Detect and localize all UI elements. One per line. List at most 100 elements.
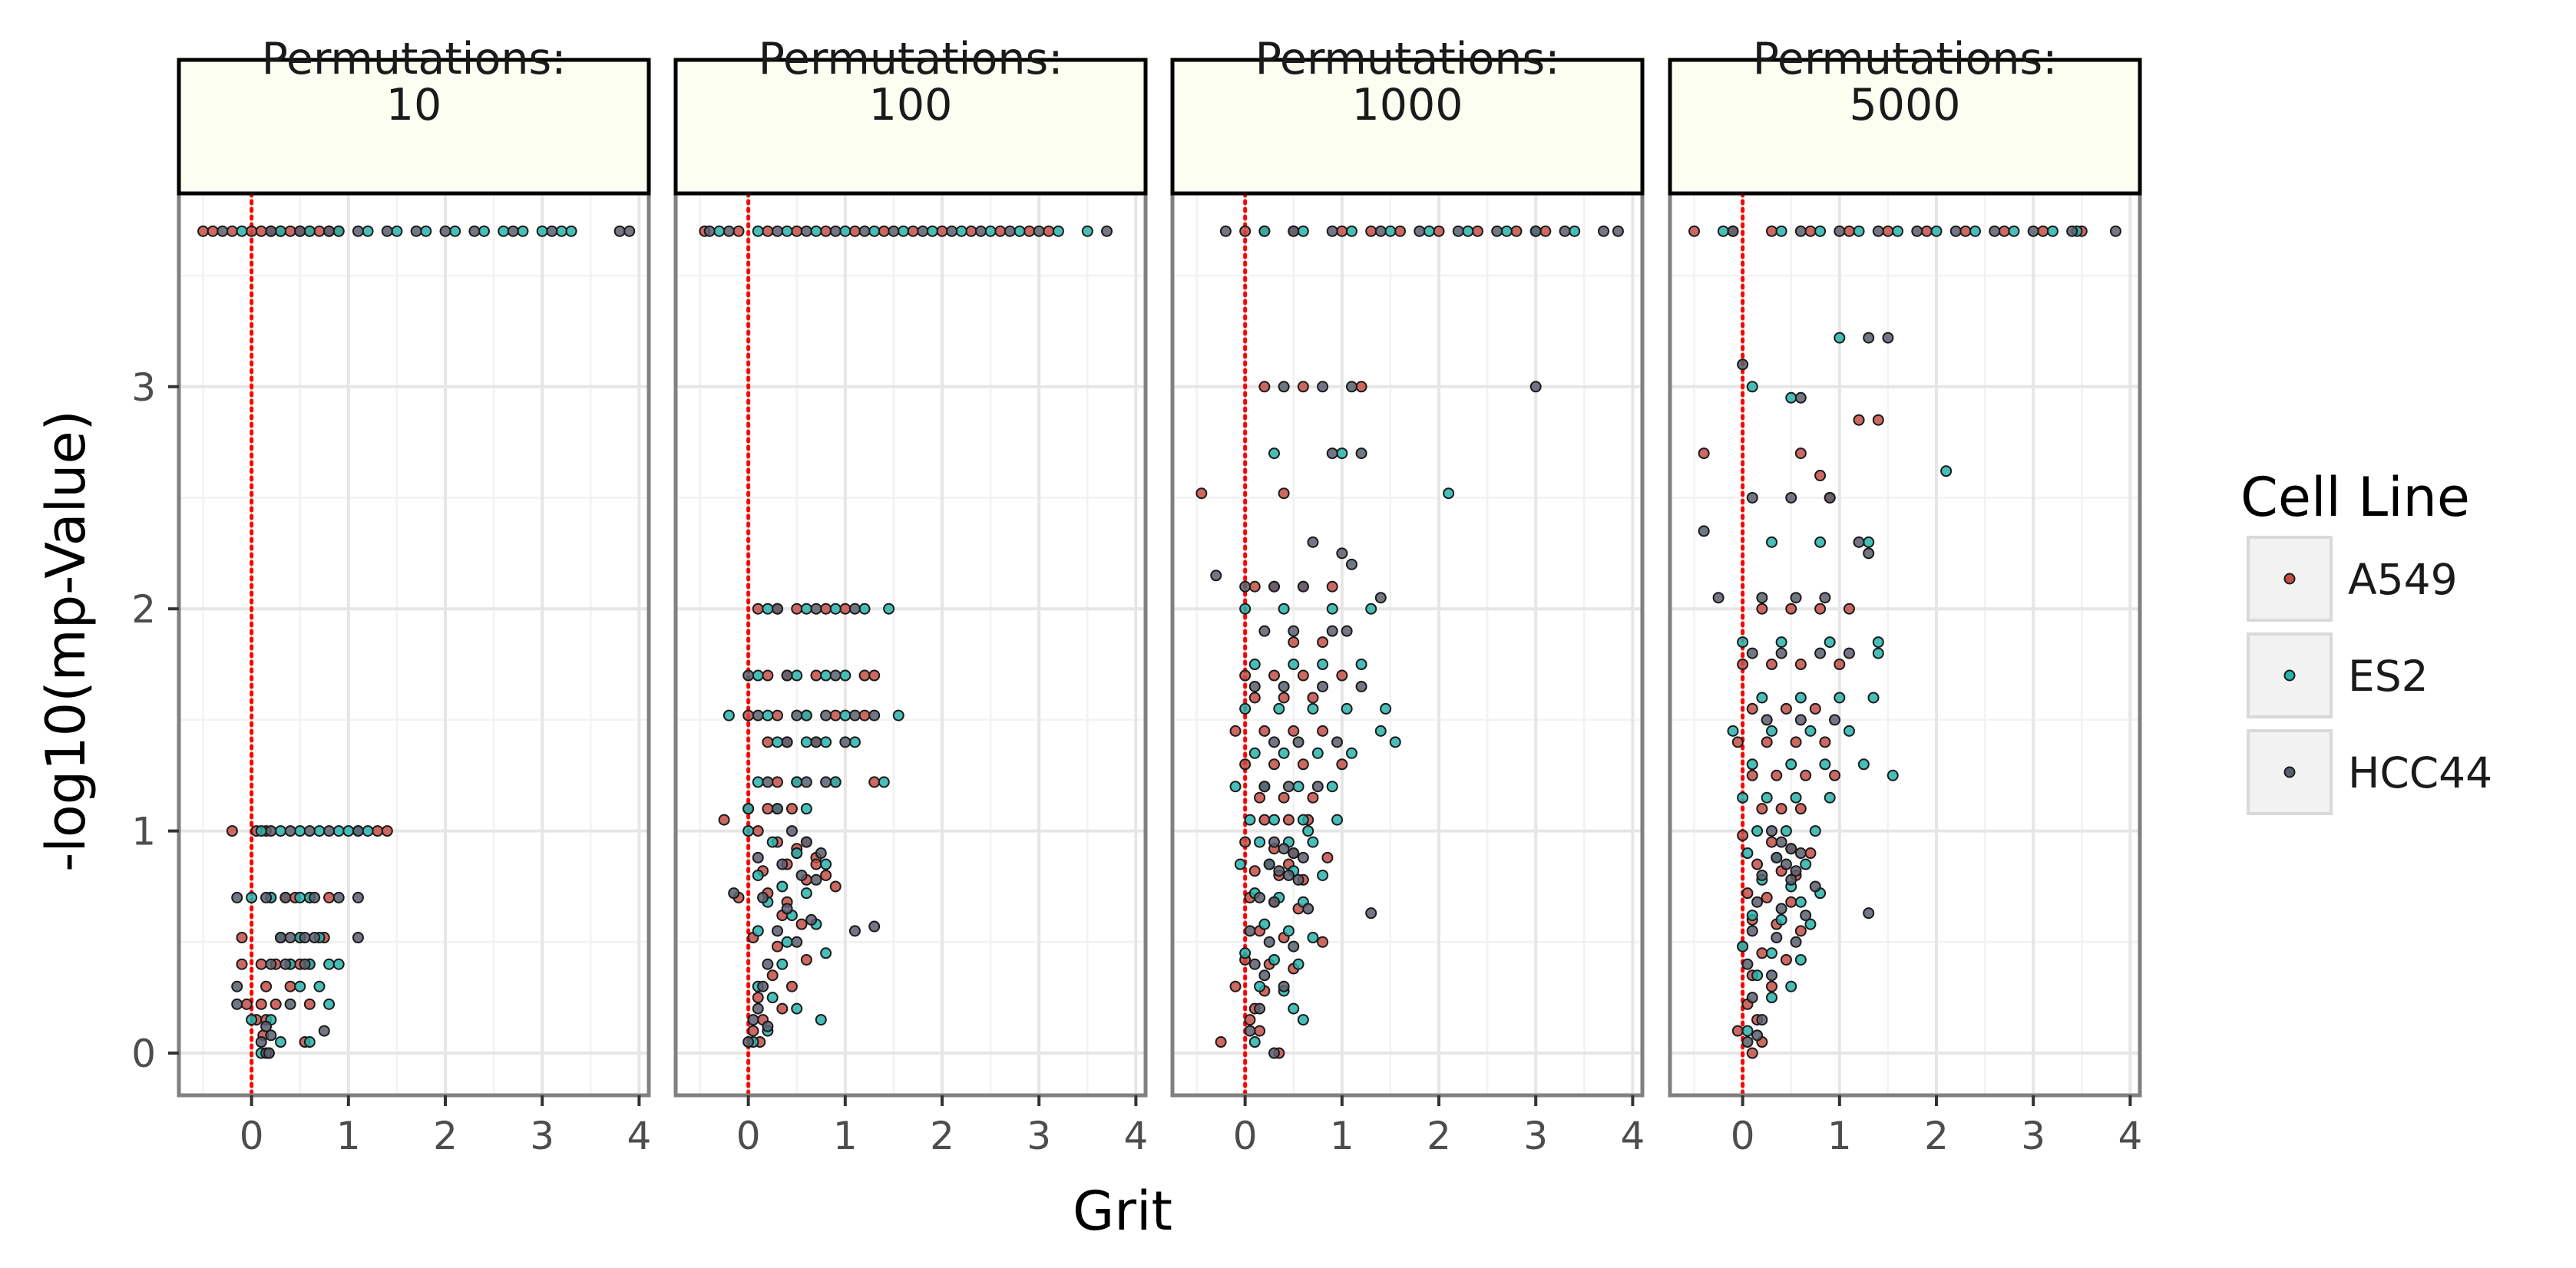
data-point bbox=[1751, 896, 1764, 908]
data-point bbox=[260, 891, 273, 903]
data-point bbox=[728, 887, 740, 900]
data-point bbox=[848, 736, 861, 748]
data-point bbox=[1288, 225, 1300, 237]
data-point bbox=[1727, 225, 1739, 237]
data-point bbox=[1239, 580, 1252, 593]
data-point bbox=[1765, 947, 1777, 959]
data-point bbox=[1834, 332, 1846, 344]
data-point bbox=[1756, 592, 1768, 604]
data-point bbox=[1834, 659, 1846, 671]
data-point bbox=[1443, 487, 1455, 500]
data-point bbox=[1292, 958, 1305, 970]
data-point bbox=[1780, 702, 1792, 715]
data-point bbox=[1809, 825, 1821, 837]
data-point bbox=[1843, 225, 1855, 237]
legend-key-point bbox=[2283, 766, 2296, 778]
data-point bbox=[820, 869, 832, 881]
data-point bbox=[839, 736, 852, 748]
x-tick-label: 4 bbox=[627, 1114, 651, 1158]
data-point bbox=[1800, 769, 1812, 781]
data-point bbox=[1288, 636, 1300, 649]
data-point bbox=[236, 958, 248, 970]
data-point bbox=[776, 880, 789, 893]
data-point bbox=[858, 225, 871, 237]
facet-strip bbox=[177, 58, 651, 196]
legend-key-point bbox=[2283, 669, 2296, 682]
data-point bbox=[303, 825, 316, 837]
data-point bbox=[2027, 225, 2039, 237]
data-point bbox=[1345, 747, 1357, 759]
data-point bbox=[1863, 332, 1875, 344]
data-point bbox=[1239, 603, 1252, 615]
data-point bbox=[820, 709, 832, 722]
data-point bbox=[1326, 603, 1338, 615]
data-point bbox=[1794, 847, 1807, 860]
data-point bbox=[1043, 225, 1055, 237]
data-point bbox=[1746, 925, 1758, 937]
data-point bbox=[800, 225, 812, 237]
data-point bbox=[732, 225, 745, 237]
data-point bbox=[1239, 758, 1252, 771]
data-point bbox=[1775, 636, 1787, 649]
data-point bbox=[1384, 225, 1397, 237]
data-point bbox=[752, 776, 764, 788]
data-point bbox=[1785, 391, 1797, 404]
data-point bbox=[274, 932, 286, 944]
facet-strip-label-line2: 10 bbox=[386, 80, 442, 130]
data-point bbox=[1326, 447, 1338, 460]
x-tick-label: 2 bbox=[1924, 1114, 1949, 1158]
data-point bbox=[1471, 225, 1483, 237]
data-point bbox=[1302, 825, 1314, 837]
data-point bbox=[1737, 829, 1749, 841]
data-point bbox=[810, 858, 822, 870]
legend-entry-label: HCC44 bbox=[2348, 748, 2492, 797]
data-point bbox=[1887, 769, 1899, 781]
data-point bbox=[1239, 669, 1252, 682]
data-point bbox=[313, 825, 326, 837]
legend-entry: HCC44 bbox=[2247, 729, 2492, 815]
data-point bbox=[848, 925, 861, 937]
data-point bbox=[791, 776, 803, 788]
data-point bbox=[1510, 225, 1523, 237]
data-point bbox=[795, 918, 808, 930]
data-point bbox=[829, 669, 842, 682]
data-point bbox=[1336, 547, 1348, 560]
data-point bbox=[1765, 536, 1777, 548]
data-point bbox=[1307, 536, 1319, 548]
data-point bbox=[1288, 847, 1300, 860]
data-point bbox=[623, 225, 636, 237]
data-point bbox=[1248, 659, 1261, 671]
data-point bbox=[231, 998, 243, 1010]
data-point bbox=[236, 225, 248, 237]
data-point bbox=[776, 858, 789, 870]
data-point bbox=[265, 958, 277, 970]
data-point bbox=[1872, 414, 1884, 426]
data-point bbox=[1258, 781, 1271, 793]
data-point bbox=[757, 891, 769, 903]
data-point bbox=[829, 709, 842, 722]
data-point bbox=[1771, 769, 1783, 781]
data-point bbox=[1737, 791, 1749, 804]
data-point bbox=[820, 947, 832, 959]
y-tick-label: 0 bbox=[131, 1032, 156, 1076]
data-point bbox=[815, 1014, 827, 1026]
data-point bbox=[449, 225, 461, 237]
data-point bbox=[810, 669, 822, 682]
data-point bbox=[1756, 1014, 1768, 1026]
data-point bbox=[313, 980, 326, 992]
data-point bbox=[771, 925, 783, 937]
data-point bbox=[260, 980, 273, 992]
x-tick-label: 2 bbox=[433, 1114, 458, 1158]
data-point bbox=[805, 913, 818, 926]
data-point bbox=[1258, 918, 1271, 930]
data-point bbox=[1741, 1036, 1754, 1048]
data-point bbox=[517, 225, 529, 237]
data-point bbox=[1278, 603, 1290, 615]
x-tick-label: 0 bbox=[240, 1114, 264, 1158]
data-point bbox=[1307, 692, 1319, 704]
data-point bbox=[1717, 225, 1729, 237]
data-point bbox=[1297, 669, 1309, 682]
data-point bbox=[323, 825, 336, 837]
data-point bbox=[236, 932, 248, 944]
data-point bbox=[1790, 865, 1802, 877]
